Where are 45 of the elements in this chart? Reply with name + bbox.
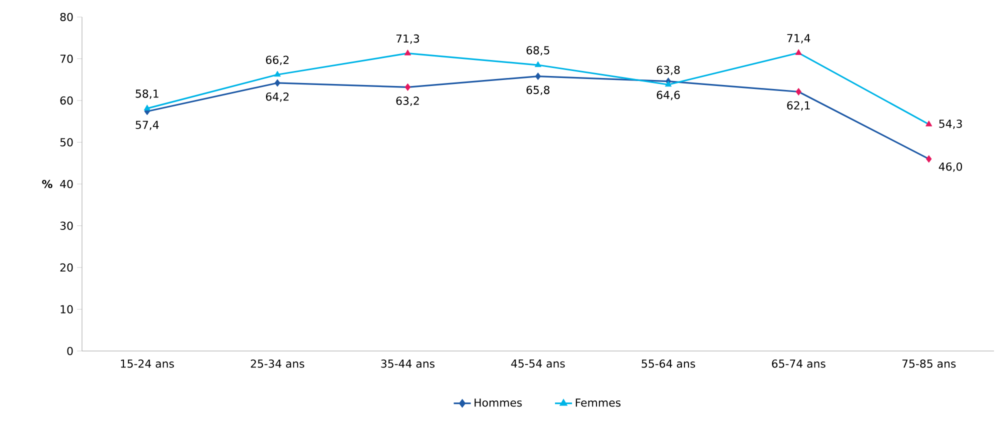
data-label: 63,8 <box>656 66 680 76</box>
y-tick-label: 80 <box>60 12 73 22</box>
data-label: 57,4 <box>136 120 159 130</box>
data-label: 71,4 <box>787 34 810 44</box>
point <box>534 61 542 68</box>
point <box>664 80 672 87</box>
point <box>926 120 932 126</box>
y-tick-label: 60 <box>60 96 73 105</box>
y-tick-label: 30 <box>60 222 73 230</box>
legend-label: Hommes <box>474 398 522 407</box>
point <box>795 49 802 55</box>
data-label: 46,0 <box>938 162 962 172</box>
data-label: 64,6 <box>656 90 680 100</box>
point <box>404 83 411 91</box>
x-tick-label: 25-34 ans <box>250 360 304 368</box>
y-tick-label: 40 <box>60 180 73 188</box>
x-tick-label: 35-44 ans <box>381 360 435 368</box>
y-tick-label: 20 <box>60 263 73 272</box>
point <box>926 155 932 163</box>
point <box>274 70 281 77</box>
x-tick-label: 55-64 ans <box>642 360 696 368</box>
y-tick-label: 70 <box>60 54 73 63</box>
point <box>404 50 412 56</box>
point <box>274 79 280 87</box>
point <box>796 88 802 96</box>
data-label: 64,2 <box>266 92 289 102</box>
x-tick-label: 75-85 ans <box>902 360 956 368</box>
y-tick-label: 10 <box>60 305 73 314</box>
y-tick-label: 50 <box>60 138 73 146</box>
x-tick-label: 15-24 ans <box>120 360 174 368</box>
y-tick-label: 0 <box>67 346 73 356</box>
data-label: 58,1 <box>136 90 158 99</box>
data-label: 65,8 <box>526 86 550 96</box>
point <box>144 104 150 110</box>
data-label: 66,2 <box>266 56 289 66</box>
x-tick-label: 65-74 ans <box>772 360 826 368</box>
data-label: 71,3 <box>396 34 420 44</box>
data-label: 54,3 <box>939 120 962 129</box>
y-axis-title: % <box>42 180 52 188</box>
data-label: 62,1 <box>787 101 810 111</box>
x-tick-label: 45-54 ans <box>511 360 565 368</box>
point <box>535 72 541 80</box>
data-label: 68,5 <box>526 46 550 56</box>
data-label: 63,2 <box>396 96 419 106</box>
legend-label: Femmes <box>576 398 620 407</box>
